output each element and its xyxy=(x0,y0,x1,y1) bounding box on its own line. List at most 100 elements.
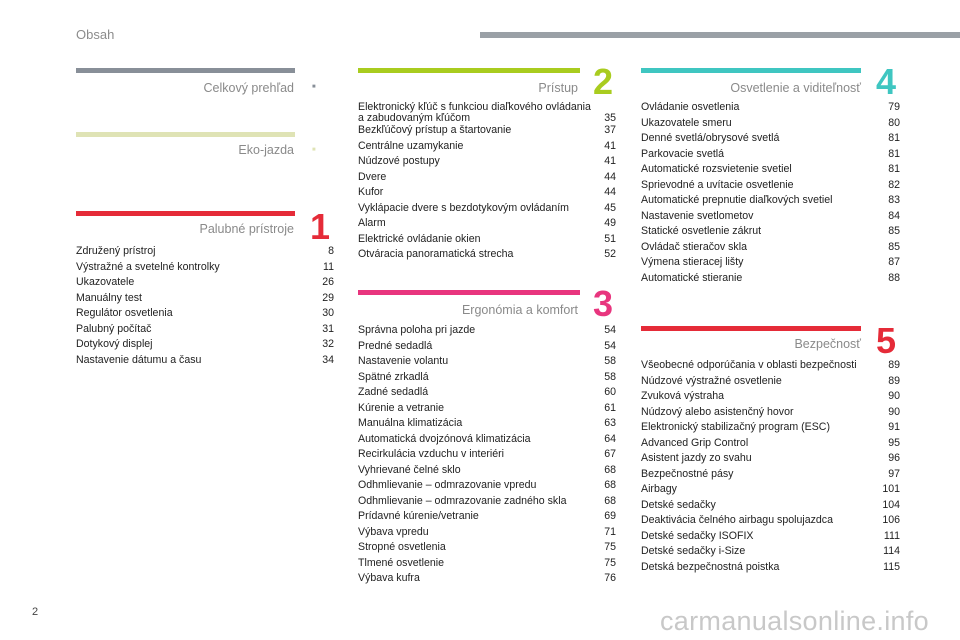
toc-entry-page: 64 xyxy=(604,432,616,445)
toc-entry[interactable]: Výbava vpredu 71 xyxy=(358,525,616,541)
section-title-lighting[interactable]: Osvetlenie a viditeľnosť xyxy=(730,81,861,95)
toc-entry[interactable]: Kufor 44 xyxy=(358,185,616,201)
toc-entry[interactable]: Alarm 49 xyxy=(358,216,616,232)
toc-entry[interactable]: Manuálny test 29 xyxy=(76,291,334,307)
toc-entry[interactable]: Elektronický stabilizačný program (ESC) 9… xyxy=(641,420,900,436)
toc-entry[interactable]: Ovládač stieračov skla 85 xyxy=(641,240,900,256)
toc-entry[interactable]: Automatická dvojzónová klimatizácia 64 xyxy=(358,432,616,448)
dashboard-bar xyxy=(76,211,295,216)
toc-entry-title: Otváracia panoramatická strecha xyxy=(358,248,514,261)
toc-entry[interactable]: Núdzové postupy 41 xyxy=(358,154,616,170)
toc-entry-title: Advanced Grip Control xyxy=(641,436,749,449)
toc-entry[interactable]: Nastavenie dátumu a času 34 xyxy=(76,353,334,369)
toc-entry-title: Ovládač stieračov skla xyxy=(641,240,747,253)
header-bar xyxy=(480,32,960,38)
toc-entry[interactable]: Tlmené osvetlenie 75 xyxy=(358,556,616,572)
toc-entry[interactable]: Sprievodné a uvítacie osvetlenie 82 xyxy=(641,178,900,194)
toc-entry[interactable]: Automatické rozsvietenie svetiel 81 xyxy=(641,162,900,178)
toc-entry[interactable]: Prídavné kúrenie/vetranie 69 xyxy=(358,509,616,525)
toc-entry-page: 81 xyxy=(888,147,900,160)
watermark: carmanualsonline.info xyxy=(660,606,929,636)
toc-entry[interactable]: Spätné zrkadlá 58 xyxy=(358,370,616,386)
section-title-overview[interactable]: Celkový prehľad xyxy=(203,81,295,95)
toc-entry-title: Dotykový displej xyxy=(76,338,153,350)
toc-entry[interactable]: Dotykový displej 32 xyxy=(76,337,334,353)
toc-entry-title: Združený prístroj xyxy=(76,245,156,257)
toc-entry[interactable]: Denné svetlá/obrysové svetlá 81 xyxy=(641,131,900,147)
toc-entry[interactable]: Palubný počítač 31 xyxy=(76,322,334,338)
toc-entry[interactable]: Odhmlievanie – odmrazovanie vpredu 68 xyxy=(358,478,616,494)
toc-entry[interactable]: Vyklápacie dvere s bezdotykovým ovládaní… xyxy=(358,201,616,217)
toc-entry[interactable]: Výstražné a svetelné kontrolky 11 xyxy=(76,260,334,276)
toc-entry-title: Dvere xyxy=(358,170,387,183)
section-title-dashboard[interactable]: Palubné prístroje xyxy=(199,222,294,236)
toc-entry[interactable]: Výmena stieracej lišty 87 xyxy=(641,255,900,271)
toc-entry-title: Elektrické ovládanie okien xyxy=(358,232,481,245)
toc-entry-title: Automatické stieranie xyxy=(641,271,743,284)
toc-entry[interactable]: Ukazovatele 26 xyxy=(76,275,334,291)
toc-entry[interactable]: Dvere 44 xyxy=(358,170,616,186)
section-title-safety[interactable]: Bezpečnosť xyxy=(794,337,861,351)
toc-entry[interactable]: Vyhrievané čelné sklo 68 xyxy=(358,463,616,479)
toc-entry[interactable]: Detské sedačky ISOFIX 111 xyxy=(641,529,900,545)
toc-entry[interactable]: Združený prístroj 8 xyxy=(76,244,334,260)
toc-entry[interactable]: Automatické prepnutie diaľkových svetiel… xyxy=(641,193,900,209)
toc-entry[interactable]: Detské sedačky 104 xyxy=(641,498,900,514)
toc-entry[interactable]: Statické osvetlenie zákrut 85 xyxy=(641,224,900,240)
toc-entry[interactable]: Elektrické ovládanie okien 51 xyxy=(358,232,616,248)
toc-entry[interactable]: Elektronický kľúč s funkciou diaľkového … xyxy=(358,102,616,123)
toc-entry[interactable]: Kúrenie a vetranie 61 xyxy=(358,401,616,417)
section-number-3: 3 xyxy=(593,283,614,324)
toc-entry[interactable]: Výbava kufra 76 xyxy=(358,571,616,587)
toc-entry-page: 41 xyxy=(604,139,616,152)
toc-entry[interactable]: Všeobecné odporúčania v oblasti bezpečno… xyxy=(641,358,900,374)
toc-list-lighting: Ovládanie osvetlenia 79 Ukazovatele smeru 8… xyxy=(641,100,900,286)
toc-entry[interactable]: Detská bezpečnostná poistka 115 xyxy=(641,560,900,576)
toc-entry[interactable]: Asistent jazdy zo svahu 96 xyxy=(641,451,900,467)
toc-entry-page: 111 xyxy=(883,529,900,542)
toc-entry[interactable]: Núdzové výstražné osvetlenie 89 xyxy=(641,374,900,390)
toc-entry[interactable]: Bezpečnostné pásy 97 xyxy=(641,467,900,483)
toc-entry[interactable]: Predné sedadlá 54 xyxy=(358,339,616,355)
toc-entry[interactable]: Nastavenie svetlometov 84 xyxy=(641,209,900,225)
toc-entry-page: 85 xyxy=(888,225,900,237)
toc-entry-title: Odhmlievanie – odmrazovanie zadného skla xyxy=(358,494,567,507)
toc-entry[interactable]: Recirkulácia vzduchu v interiéri 67 xyxy=(358,447,616,463)
toc-entry[interactable]: Automatické stieranie 88 xyxy=(641,271,900,287)
toc-entry[interactable]: Deaktivácia čelného airbagu spolujazdca 1… xyxy=(641,513,900,529)
toc-entry-page: 52 xyxy=(604,248,616,261)
toc-entry[interactable]: Manuálna klimatizácia 63 xyxy=(358,416,616,432)
section-title-comfort[interactable]: Ergonómia a komfort xyxy=(461,303,578,317)
toc-entry-title: Ovládanie osvetlenia xyxy=(641,101,740,113)
toc-entry[interactable]: Správna poloha pri jazde 54 xyxy=(358,323,616,339)
toc-entry[interactable]: Detské sedačky i-Size 114 xyxy=(641,544,900,560)
toc-entry-page: 104 xyxy=(882,498,900,511)
toc-entry[interactable]: Zadné sedadlá 60 xyxy=(358,385,616,401)
toc-entry[interactable]: Stropné osvetlenia 75 xyxy=(358,540,616,556)
toc-entry[interactable]: Airbagy 101 xyxy=(641,482,900,498)
toc-entry-title: Manuálna klimatizácia xyxy=(358,417,463,429)
toc-entry[interactable]: Advanced Grip Control 95 xyxy=(641,436,900,452)
toc-entry-page: 83 xyxy=(888,194,900,206)
toc-entry-page: 101 xyxy=(882,483,900,495)
comfort-bar xyxy=(358,290,580,295)
toc-entry[interactable]: Zvuková výstraha 90 xyxy=(641,389,900,405)
toc-entry[interactable]: Parkovacie svetlá 81 xyxy=(641,147,900,163)
section-title-access[interactable]: Prístup xyxy=(538,81,578,95)
toc-entry-title: Výmena stieracej lišty xyxy=(641,256,744,268)
toc-entry[interactable]: Nastavenie volantu 58 xyxy=(358,354,616,370)
toc-entry[interactable]: Odhmlievanie – odmrazovanie zadného skla… xyxy=(358,494,616,510)
access-bar xyxy=(358,68,580,73)
toc-entry[interactable]: Otváracia panoramatická strecha 52 xyxy=(358,247,616,263)
toc-entry[interactable]: Núdzový alebo asistenčný hovor 90 xyxy=(641,405,900,421)
toc-entry[interactable]: Ukazovatele smeru 80 xyxy=(641,116,900,132)
toc-entry-page: 61 xyxy=(604,401,616,414)
toc-entry-page: 30 xyxy=(322,307,334,319)
toc-entry-title: Airbagy xyxy=(641,483,677,495)
toc-entry[interactable]: Regulátor osvetlenia 30 xyxy=(76,306,334,322)
toc-entry[interactable]: Centrálne uzamykanie 41 xyxy=(358,139,616,155)
toc-entry-title: Kufor xyxy=(358,186,384,199)
toc-entry[interactable]: Bezkľúčový prístup a štartovanie 37 xyxy=(358,123,616,139)
toc-entry[interactable]: Ovládanie osvetlenia 79 xyxy=(641,100,900,116)
section-title-eco[interactable]: Eko-jazda xyxy=(238,143,294,157)
